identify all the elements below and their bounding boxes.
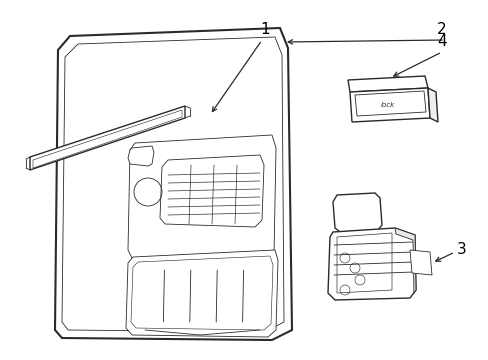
Text: 1: 1	[260, 22, 269, 37]
Polygon shape	[128, 146, 154, 166]
Polygon shape	[160, 155, 264, 227]
Polygon shape	[349, 88, 429, 122]
Polygon shape	[30, 106, 184, 170]
Polygon shape	[427, 88, 437, 122]
Text: lock: lock	[380, 102, 394, 108]
Polygon shape	[332, 193, 381, 232]
Polygon shape	[394, 228, 415, 293]
Polygon shape	[327, 228, 415, 300]
Polygon shape	[128, 135, 275, 262]
Text: 4: 4	[436, 35, 446, 49]
Polygon shape	[55, 28, 291, 340]
Polygon shape	[409, 250, 431, 275]
Text: 2: 2	[436, 22, 446, 37]
Polygon shape	[347, 76, 427, 92]
Polygon shape	[126, 250, 278, 337]
Text: 3: 3	[456, 243, 466, 257]
